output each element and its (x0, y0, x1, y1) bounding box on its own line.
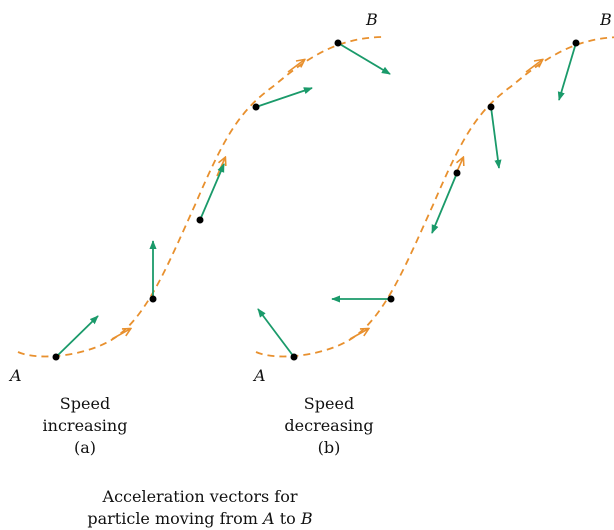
path-direction-arrow (349, 329, 368, 340)
acceleration-vector (557, 42, 577, 101)
figure-caption-line1: Acceleration vectors for (102, 487, 298, 506)
point-a-label: A (254, 366, 266, 385)
trajectory-b (255, 36, 614, 358)
panel-a-caption: Speed increasing (a) (20, 393, 150, 459)
particle-point (334, 39, 342, 47)
figure-caption-prefix: particle moving from (87, 509, 264, 528)
particle-point (149, 295, 157, 303)
path-direction-arrow (111, 329, 130, 340)
panel-b-caption-line1: Speed (303, 394, 355, 413)
particle-point (196, 216, 204, 224)
figure-caption-line2: particle moving from A to B (0, 508, 400, 530)
particle-point (290, 353, 298, 361)
acceleration-vector (431, 172, 458, 234)
panel-b-tag: (b) (317, 438, 341, 457)
path-direction-arrow (287, 60, 304, 73)
acceleration-vector (257, 308, 295, 358)
acceleration-vector (199, 163, 225, 221)
point-b-label: B (366, 10, 378, 29)
particle-point (453, 169, 461, 177)
figure-caption-a: A (263, 509, 275, 528)
particle-point (252, 103, 260, 111)
particle-point (487, 103, 495, 111)
figure-caption: Acceleration vectors for particle moving… (0, 486, 400, 530)
acceleration-vector (255, 87, 313, 108)
figure-caption-b: B (300, 509, 313, 528)
particle-point (572, 39, 580, 47)
path-b (255, 36, 614, 361)
path-direction-arrow (525, 60, 542, 73)
path-a (17, 36, 391, 361)
trajectory-a (17, 36, 383, 358)
particle-point (387, 295, 395, 303)
particle-point (52, 353, 60, 361)
panel-a-caption-line2: increasing (42, 416, 128, 435)
figure-caption-mid: to (274, 509, 301, 528)
acceleration-vector (490, 106, 502, 169)
panel-a-tag: (a) (73, 438, 97, 457)
point-b-label: B (600, 10, 612, 29)
acceleration-vector (55, 315, 99, 358)
panel-b-caption-line2: decreasing (284, 416, 374, 435)
point-a-label: A (10, 366, 22, 385)
path-direction-arrow (216, 158, 225, 177)
acceleration-vector (337, 42, 391, 75)
panel-a-caption-line1: Speed (59, 394, 111, 413)
panel-b-caption: Speed decreasing (b) (264, 393, 394, 459)
